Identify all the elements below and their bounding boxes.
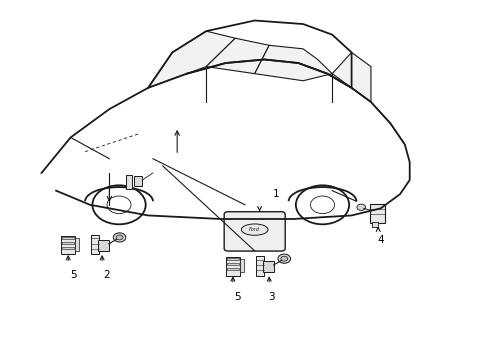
Polygon shape: [206, 38, 269, 74]
Text: 2: 2: [103, 270, 110, 280]
Text: 1: 1: [273, 189, 280, 199]
Bar: [126, 175, 132, 189]
Bar: [370, 204, 386, 222]
Bar: [225, 257, 240, 276]
Bar: [92, 235, 99, 255]
Polygon shape: [332, 53, 371, 102]
Polygon shape: [148, 31, 235, 88]
Circle shape: [357, 204, 366, 211]
Bar: [372, 222, 378, 227]
Circle shape: [278, 254, 291, 263]
Text: 5: 5: [234, 292, 241, 302]
Text: 5: 5: [70, 270, 76, 280]
Bar: [240, 259, 244, 272]
Text: 3: 3: [269, 292, 275, 302]
Text: Ford: Ford: [249, 227, 260, 232]
Circle shape: [113, 233, 126, 242]
Bar: [61, 236, 75, 255]
Bar: [227, 258, 239, 260]
Circle shape: [281, 256, 288, 261]
Bar: [62, 247, 74, 249]
Bar: [263, 261, 273, 272]
Bar: [98, 239, 109, 251]
Bar: [62, 237, 74, 239]
Text: 4: 4: [377, 235, 384, 245]
Ellipse shape: [242, 224, 268, 235]
Polygon shape: [255, 45, 332, 81]
Bar: [256, 256, 264, 276]
Bar: [134, 176, 142, 186]
FancyBboxPatch shape: [224, 212, 285, 251]
Circle shape: [116, 235, 123, 240]
Bar: [62, 242, 74, 244]
Bar: [227, 268, 239, 270]
Bar: [227, 263, 239, 265]
Bar: [75, 238, 79, 251]
